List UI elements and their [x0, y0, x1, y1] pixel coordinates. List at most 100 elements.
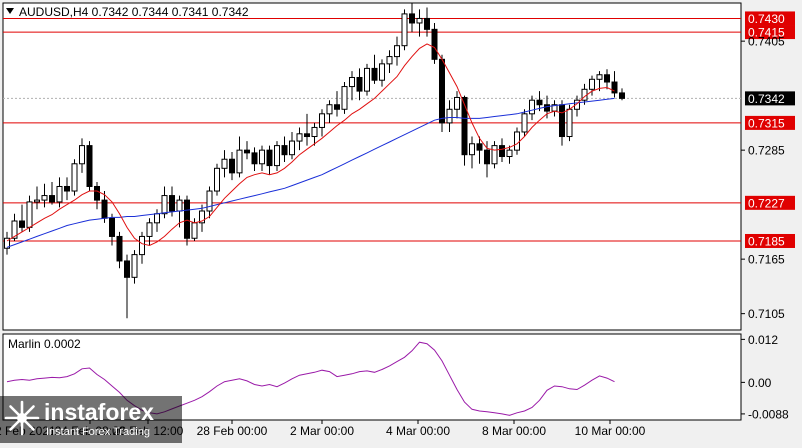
- candle-body-down: [424, 17, 430, 30]
- symbol-header: AUDUSD,H4 0.7342 0.7344 0.7341 0.7342: [19, 5, 249, 19]
- candle-body-up: [469, 143, 475, 156]
- watermark-tagline: Instant Forex Trading: [46, 426, 150, 438]
- candle-body-up: [529, 99, 535, 115]
- candle[interactable]: [41, 183, 48, 208]
- candle[interactable]: [469, 136, 475, 169]
- candle[interactable]: [499, 138, 505, 162]
- candle[interactable]: [206, 186, 213, 219]
- candle-body-down: [536, 99, 543, 106]
- price-tick-label: 0.7105: [748, 307, 785, 321]
- candle[interactable]: [64, 177, 70, 201]
- candle[interactable]: [71, 159, 78, 196]
- candle[interactable]: [236, 136, 243, 178]
- candle[interactable]: [274, 141, 280, 172]
- candle[interactable]: [199, 204, 205, 232]
- candle-body-up: [289, 140, 295, 156]
- candle-body-up: [26, 201, 33, 228]
- candle[interactable]: [109, 213, 115, 246]
- candle[interactable]: [116, 231, 123, 269]
- candle[interactable]: [611, 71, 618, 98]
- candle-body-up: [146, 222, 153, 237]
- candle[interactable]: [596, 71, 603, 92]
- candle[interactable]: [521, 109, 528, 137]
- instaforex-watermark: instaforex Instant Forex Trading: [0, 396, 182, 443]
- candle[interactable]: [461, 95, 468, 166]
- candle[interactable]: [334, 91, 340, 117]
- candle[interactable]: [341, 82, 348, 114]
- candle-body-down: [251, 152, 258, 165]
- level-label: 0.7430: [748, 12, 785, 26]
- candle[interactable]: [424, 7, 430, 37]
- candle[interactable]: [349, 71, 355, 101]
- candle[interactable]: [19, 204, 25, 232]
- candle[interactable]: [289, 131, 295, 160]
- candle[interactable]: [356, 68, 363, 101]
- instaforex-logo-icon: [4, 400, 40, 436]
- candle[interactable]: [431, 22, 438, 64]
- candle[interactable]: [386, 50, 393, 73]
- candle[interactable]: [536, 91, 543, 112]
- candle[interactable]: [371, 54, 378, 84]
- candle[interactable]: [244, 141, 250, 160]
- candle[interactable]: [296, 127, 303, 151]
- candle[interactable]: [79, 138, 85, 173]
- price-tick-label: 0.7285: [748, 144, 785, 158]
- candle[interactable]: [49, 181, 55, 205]
- candle-body-up: [41, 195, 48, 201]
- candle[interactable]: [214, 163, 220, 196]
- candle-body-down: [64, 185, 70, 192]
- candle[interactable]: [491, 141, 498, 169]
- candle[interactable]: [394, 36, 400, 66]
- candle[interactable]: [221, 150, 228, 178]
- candle-body-down: [356, 76, 363, 92]
- candle-body-down: [619, 92, 625, 99]
- candle[interactable]: [476, 136, 483, 164]
- candle[interactable]: [439, 54, 445, 132]
- candle[interactable]: [619, 88, 625, 101]
- candle[interactable]: [266, 145, 273, 175]
- candle[interactable]: [454, 91, 460, 119]
- candle[interactable]: [281, 136, 288, 162]
- candle[interactable]: [401, 9, 408, 51]
- candle[interactable]: [56, 177, 63, 208]
- candle[interactable]: [364, 63, 370, 96]
- candle-body-up: [341, 86, 348, 110]
- candle[interactable]: [604, 69, 610, 90]
- candle[interactable]: [259, 145, 265, 172]
- candle[interactable]: [484, 141, 490, 178]
- candle-body-down: [476, 143, 483, 151]
- candle-body-down: [49, 195, 55, 203]
- candle[interactable]: [251, 147, 258, 172]
- candle[interactable]: [416, 9, 423, 37]
- candle[interactable]: [409, 3, 415, 33]
- candle[interactable]: [319, 109, 325, 137]
- candle[interactable]: [124, 254, 130, 319]
- candle-body-down: [604, 74, 610, 83]
- candle-body-up: [214, 167, 220, 192]
- candle-body-up: [379, 63, 385, 81]
- price-panel[interactable]: [2, 2, 742, 331]
- candle[interactable]: [94, 181, 100, 210]
- candle[interactable]: [574, 95, 580, 117]
- candle[interactable]: [146, 218, 153, 246]
- candle-body-down: [266, 149, 273, 167]
- candle[interactable]: [86, 141, 93, 192]
- candle[interactable]: [4, 231, 10, 255]
- candle[interactable]: [131, 250, 138, 284]
- symbol-dropdown-icon[interactable]: [6, 8, 14, 14]
- candle[interactable]: [506, 145, 513, 164]
- candle[interactable]: [514, 127, 520, 155]
- candle[interactable]: [304, 113, 310, 146]
- candle[interactable]: [446, 100, 453, 132]
- candle[interactable]: [139, 231, 145, 264]
- candle[interactable]: [311, 122, 318, 146]
- candle[interactable]: [34, 186, 40, 210]
- candle-body-up: [326, 104, 333, 115]
- candle[interactable]: [529, 95, 535, 121]
- candle[interactable]: [589, 75, 595, 96]
- candle[interactable]: [229, 151, 235, 181]
- candle[interactable]: [326, 100, 333, 123]
- candle[interactable]: [379, 59, 385, 87]
